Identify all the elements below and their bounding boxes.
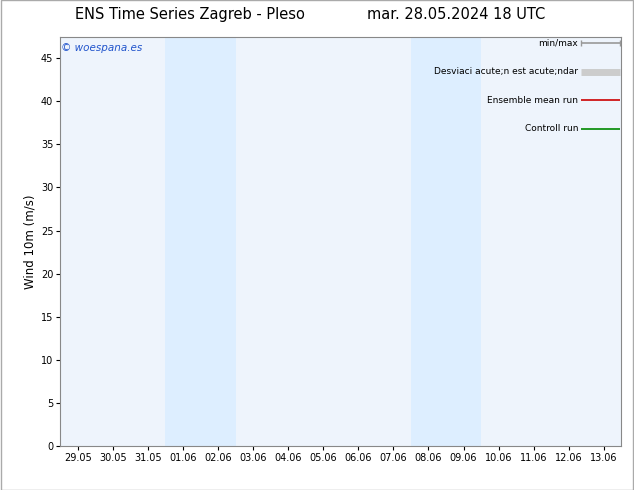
- Text: min/max: min/max: [538, 38, 578, 48]
- Text: Ensemble mean run: Ensemble mean run: [487, 96, 578, 105]
- Text: ENS Time Series Zagreb - Pleso: ENS Time Series Zagreb - Pleso: [75, 7, 305, 23]
- Text: Desviaci acute;n est acute;ndar: Desviaci acute;n est acute;ndar: [434, 67, 578, 76]
- Bar: [411, 37, 481, 446]
- Text: © woespana.es: © woespana.es: [61, 43, 143, 53]
- Y-axis label: Wind 10m (m/s): Wind 10m (m/s): [23, 194, 37, 289]
- Text: mar. 28.05.2024 18 UTC: mar. 28.05.2024 18 UTC: [367, 7, 546, 23]
- Bar: [165, 37, 236, 446]
- Text: Controll run: Controll run: [524, 124, 578, 133]
